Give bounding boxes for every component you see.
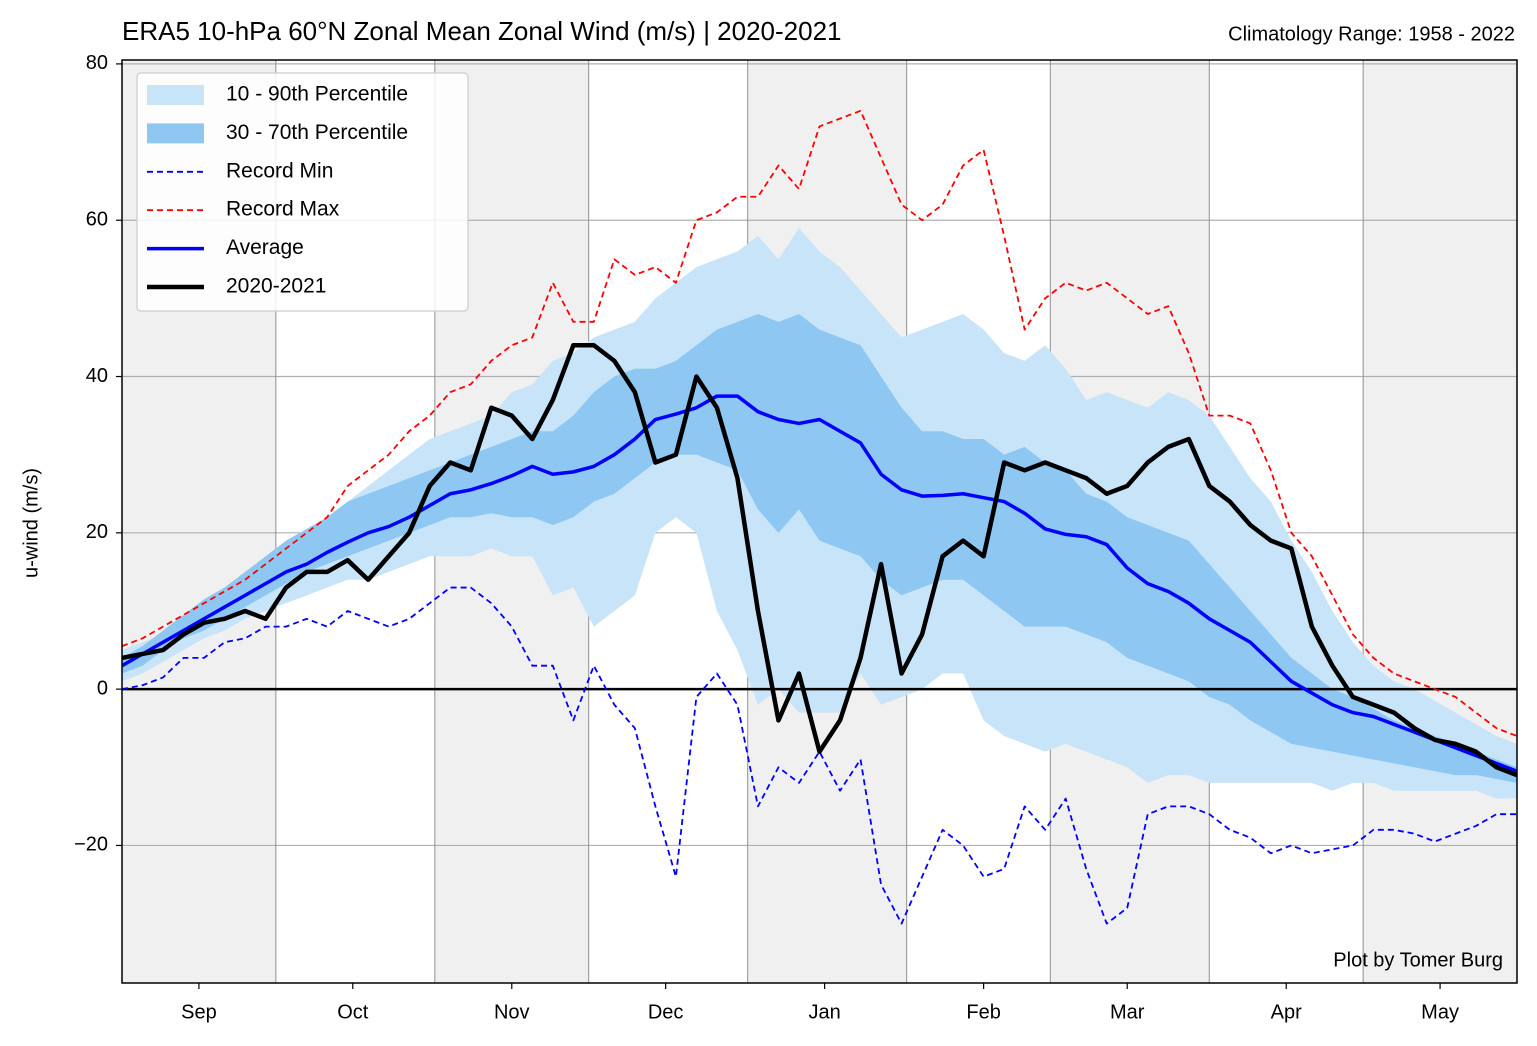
legend-box [136, 72, 469, 312]
percentile-band [122, 314, 1517, 783]
series-line [122, 394, 1517, 773]
x-tick-label: Sep [181, 1001, 217, 1023]
annotation: Plot by Tomer Burg [1333, 949, 1503, 971]
x-tick-label: Feb [966, 1001, 1000, 1023]
legend-label: 10 - 90th Percentile [226, 83, 408, 106]
legend-label: Record Max [226, 198, 340, 221]
legend-label: 30 - 70th Percentile [226, 121, 408, 144]
y-axis-label: u-wind (m/s) [20, 468, 42, 578]
legend-label: Record Min [226, 159, 333, 182]
month-shading [1363, 60, 1517, 983]
chart-subtitle: Climatology Range: 1958 - 2022 [1228, 23, 1515, 45]
y-tick-label: 60 [86, 208, 108, 230]
x-tick-label: Nov [494, 1001, 530, 1023]
x-tick-label: Apr [1271, 1001, 1302, 1023]
plot-frame [121, 59, 1518, 984]
x-tick-label: Mar [1110, 1001, 1145, 1023]
y-tick-label: 20 [86, 521, 108, 543]
y-tick-label: 40 [86, 365, 108, 387]
x-tick-label: Dec [648, 1001, 684, 1023]
plot-area [122, 60, 1517, 983]
series-line [122, 343, 1517, 778]
legend-swatch [147, 123, 204, 144]
legend-swatch [147, 85, 204, 105]
y-tick-label: 80 [86, 52, 108, 74]
chart-title: ERA5 10-hPa 60°N Zonal Mean Zonal Wind (… [122, 16, 842, 46]
series-line [122, 109, 1517, 737]
y-tick-label: 0 [97, 677, 108, 699]
x-tick-label: Jan [809, 1001, 841, 1023]
y-tick-label: −20 [74, 834, 108, 856]
legend-label: 2020-2021 [226, 275, 326, 298]
legend-label: Average [226, 236, 304, 259]
x-tick-label: May [1421, 1001, 1459, 1023]
x-tick-label: Oct [337, 1001, 369, 1023]
